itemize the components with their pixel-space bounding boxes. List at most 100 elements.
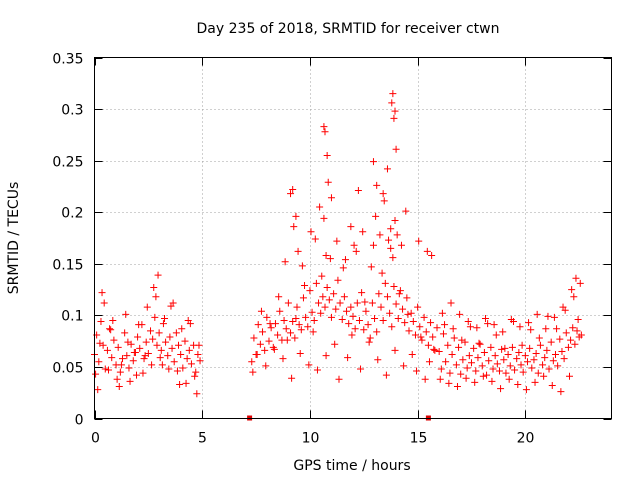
data-point <box>502 369 510 377</box>
data-point <box>569 324 577 332</box>
data-point <box>576 279 584 287</box>
data-points <box>91 90 585 398</box>
data-point <box>386 309 394 317</box>
data-point <box>284 299 292 307</box>
data-point <box>364 321 372 329</box>
data-point <box>92 370 100 378</box>
data-point <box>506 362 514 370</box>
data-point <box>455 343 463 351</box>
data-point <box>322 252 330 260</box>
data-point <box>353 299 361 307</box>
data-point <box>544 312 552 320</box>
data-point <box>298 262 306 270</box>
data-point <box>142 338 150 346</box>
data-point <box>564 343 572 351</box>
data-point <box>553 325 561 333</box>
data-point <box>388 99 396 107</box>
data-point <box>372 212 380 220</box>
data-point <box>172 329 180 337</box>
data-point <box>526 344 534 352</box>
data-point <box>283 336 291 344</box>
data-point <box>445 379 453 387</box>
data-point <box>405 327 413 335</box>
data-point <box>355 317 363 325</box>
data-point <box>302 313 310 321</box>
data-point <box>152 293 160 301</box>
data-point <box>292 314 300 322</box>
data-point <box>403 294 411 302</box>
data-point <box>354 187 362 195</box>
data-point <box>442 358 450 366</box>
data-point <box>396 287 404 295</box>
data-point <box>531 378 539 386</box>
data-point <box>335 375 343 383</box>
data-point <box>545 365 553 373</box>
data-point <box>500 356 508 364</box>
data-point <box>430 345 438 353</box>
data-point <box>417 333 425 341</box>
data-point <box>340 293 348 301</box>
y-tick-label: 0.35 <box>52 52 83 68</box>
data-point <box>383 293 391 301</box>
data-point <box>577 331 585 339</box>
data-point <box>325 296 333 304</box>
data-point <box>121 329 129 337</box>
data-point <box>365 338 373 346</box>
data-point <box>350 241 358 249</box>
data-point <box>559 303 567 311</box>
y-tick-label: 0.3 <box>61 103 83 119</box>
data-point <box>527 326 535 334</box>
data-point <box>321 128 329 136</box>
data-point <box>140 355 148 363</box>
data-point <box>570 293 578 301</box>
y-tick-label: 0.2 <box>61 206 83 222</box>
data-point <box>401 319 409 327</box>
data-point <box>389 254 397 262</box>
data-point <box>413 367 421 375</box>
data-point <box>573 327 581 335</box>
data-point <box>262 362 270 370</box>
data-point <box>154 271 162 279</box>
x-axis-label: GPS time / hours <box>293 458 410 474</box>
data-point <box>352 247 360 255</box>
data-point <box>382 371 390 379</box>
data-point <box>390 114 398 122</box>
data-point <box>424 341 432 349</box>
data-point <box>100 299 108 307</box>
data-point <box>166 333 174 341</box>
data-point <box>484 320 492 328</box>
data-point <box>185 346 193 354</box>
data-point <box>380 197 388 205</box>
data-point <box>148 361 156 369</box>
data-point <box>317 309 325 317</box>
data-point <box>367 263 375 271</box>
data-point <box>416 323 424 331</box>
data-point <box>404 310 412 318</box>
data-point <box>162 338 170 346</box>
data-point <box>257 307 265 315</box>
data-point <box>323 284 331 292</box>
data-point <box>453 383 461 391</box>
data-point <box>281 258 289 266</box>
data-point <box>319 293 327 301</box>
data-point <box>320 214 328 222</box>
data-point <box>301 281 309 289</box>
data-point <box>532 350 540 358</box>
data-point <box>548 381 556 389</box>
data-point <box>338 315 346 323</box>
data-point <box>399 305 407 313</box>
data-point <box>369 158 377 166</box>
data-point <box>297 326 305 334</box>
data-point <box>422 328 430 336</box>
data-point <box>501 344 509 352</box>
data-point <box>385 236 393 244</box>
data-point <box>464 318 472 326</box>
data-point <box>491 352 499 360</box>
y-tick-label: 0 <box>75 413 84 429</box>
data-point <box>291 334 299 342</box>
data-point <box>392 300 400 308</box>
data-point <box>345 320 353 328</box>
data-point <box>387 225 395 233</box>
data-point <box>182 379 190 387</box>
data-point <box>195 341 203 349</box>
